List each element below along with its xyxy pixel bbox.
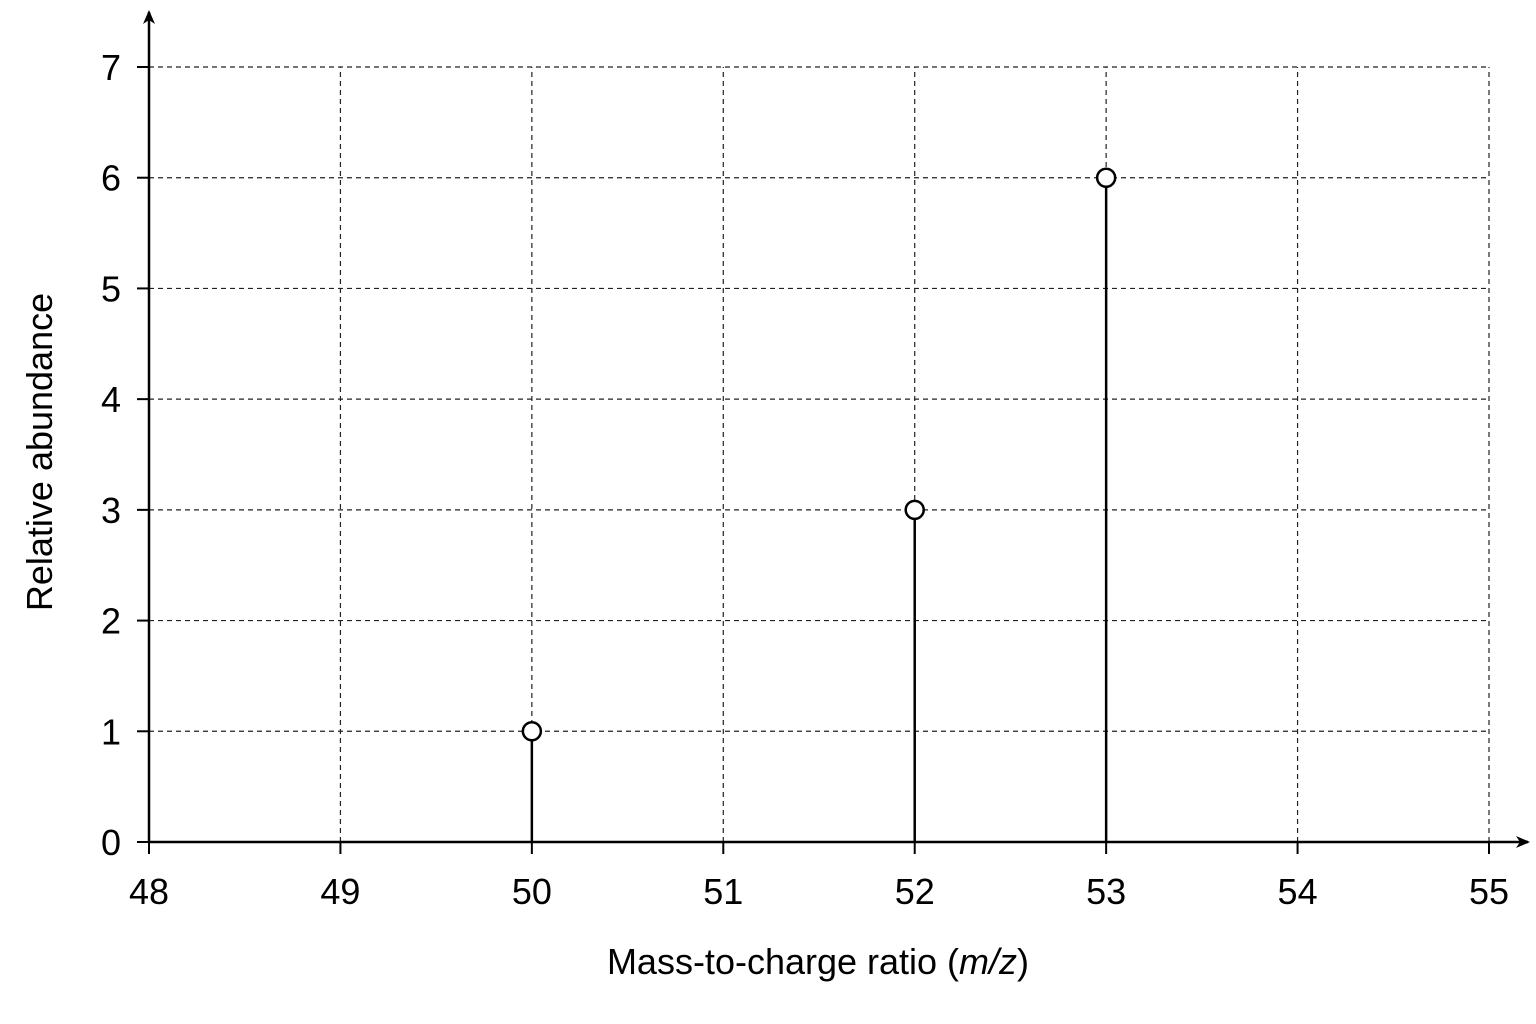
axes bbox=[143, 10, 1530, 848]
y-axis-title: Relative abundance bbox=[19, 293, 60, 611]
data-point bbox=[904, 499, 925, 521]
y-tick-label: 7 bbox=[101, 47, 121, 88]
grid bbox=[149, 66, 1490, 842]
x-axis-title: Mass-to-charge ratio (m/z) bbox=[607, 941, 1029, 982]
y-tick-label: 6 bbox=[101, 158, 121, 199]
data-point bbox=[521, 721, 543, 742]
y-tick-label: 1 bbox=[101, 711, 121, 752]
data-point bbox=[1095, 167, 1117, 188]
x-tick-label: 48 bbox=[129, 871, 169, 912]
y-tick-label: 4 bbox=[101, 379, 121, 420]
x-tick-label: 51 bbox=[703, 871, 743, 912]
y-tick-label: 3 bbox=[101, 490, 121, 531]
x-tick-label: 52 bbox=[895, 871, 935, 912]
x-tick-label: 49 bbox=[320, 871, 360, 912]
x-tick-label: 54 bbox=[1278, 871, 1318, 912]
y-tick-label: 0 bbox=[101, 822, 121, 863]
stems bbox=[530, 186, 1108, 842]
y-tick-label: 5 bbox=[101, 268, 121, 309]
x-axis-title-italic: m/z bbox=[959, 941, 1017, 982]
markers bbox=[521, 167, 1117, 742]
ticks: 48 49 50 51 52 53 54 55 0 1 2 3 4 5 6 7 bbox=[101, 47, 1509, 912]
y-tick-label: 2 bbox=[101, 601, 121, 642]
x-tick-label: 55 bbox=[1469, 871, 1509, 912]
x-tick-label: 50 bbox=[512, 871, 552, 912]
x-axis-title-suffix: ) bbox=[1017, 941, 1029, 982]
x-axis-title-prefix: Mass-to-charge ratio ( bbox=[607, 941, 959, 982]
x-tick-label: 53 bbox=[1086, 871, 1126, 912]
